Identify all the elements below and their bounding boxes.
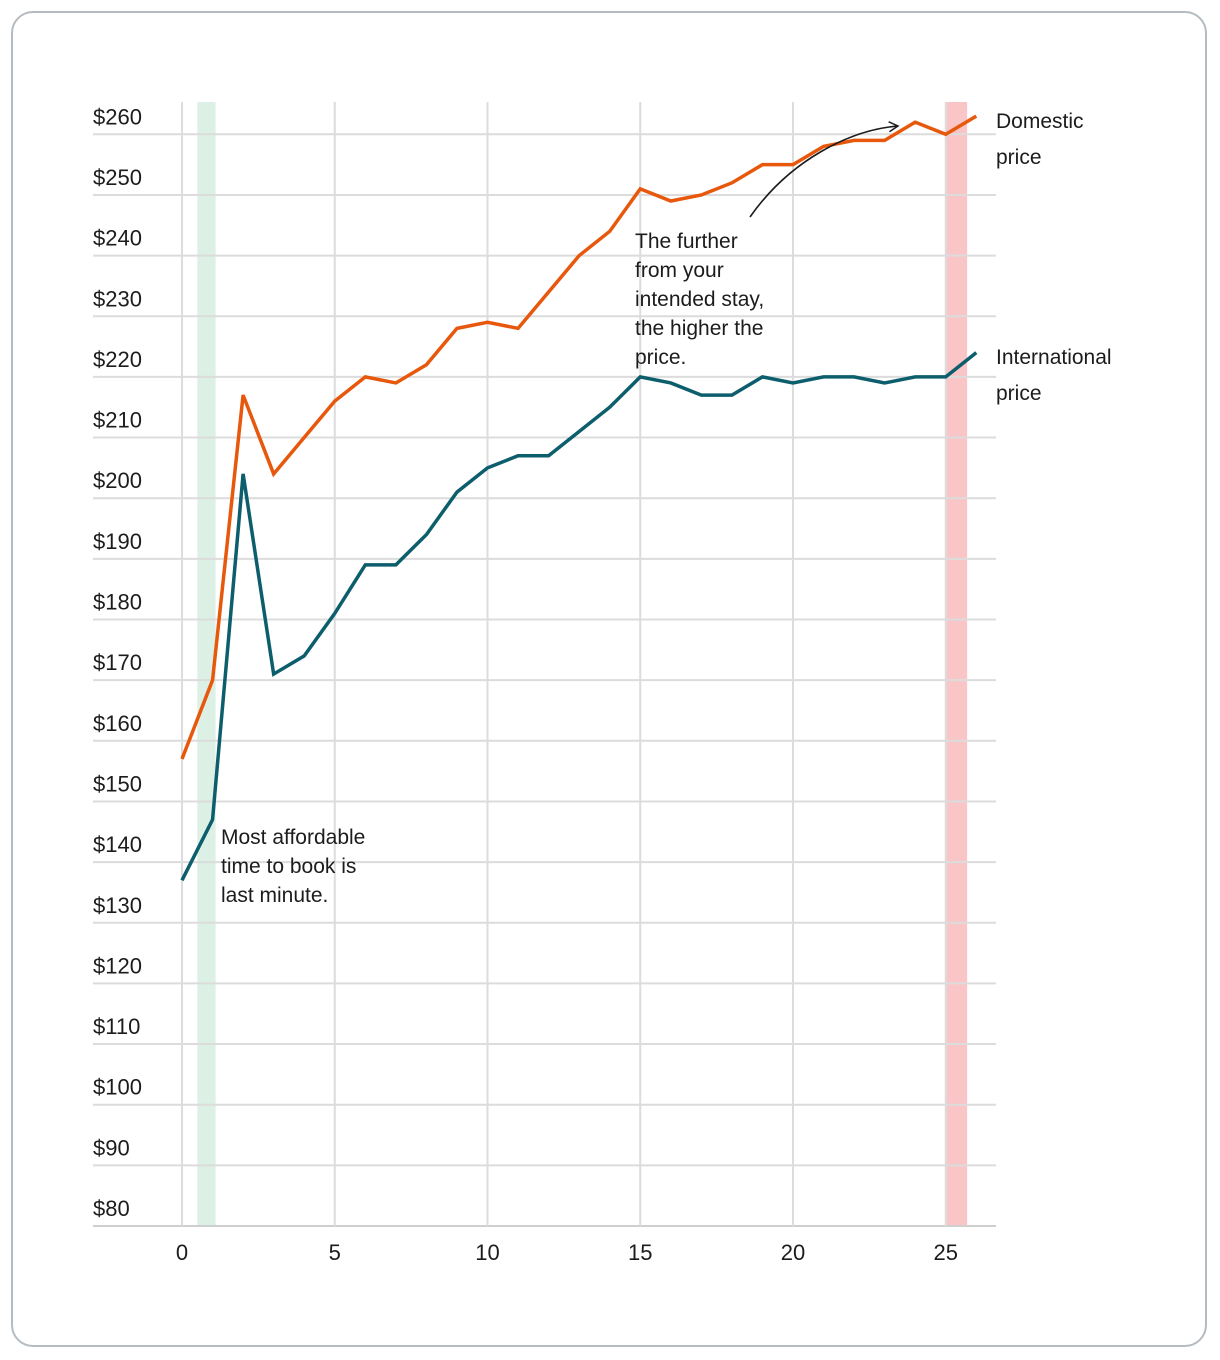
y-tick-label: $200 — [93, 468, 142, 493]
legend-line: price — [996, 146, 1042, 169]
y-tick-label: $100 — [93, 1075, 142, 1100]
legend-label-international: International price — [996, 346, 1112, 405]
annotation-line: from your — [635, 259, 724, 282]
y-tick-label: $210 — [93, 408, 142, 433]
x-tick-label: 0 — [176, 1240, 188, 1265]
y-tick-label: $150 — [93, 771, 142, 796]
annotation-line: price. — [635, 346, 686, 369]
annotation-line: the higher the — [635, 317, 763, 340]
legend-line: International — [996, 346, 1112, 369]
y-tick-label: $240 — [93, 226, 142, 251]
annotation-line: The further — [635, 230, 738, 253]
legend-line: Domestic — [996, 110, 1084, 133]
highlight-band-expensive — [945, 102, 968, 1226]
annotation-further-note: The further from your intended stay, the hi… — [635, 230, 764, 369]
y-tick-label: $190 — [93, 529, 142, 554]
y-tick-label: $90 — [93, 1135, 130, 1160]
legend-line: price — [996, 382, 1042, 405]
y-tick-label: $120 — [93, 953, 142, 978]
x-tick-label: 20 — [781, 1240, 805, 1265]
x-tick-label: 25 — [934, 1240, 958, 1265]
y-tick-label: $230 — [93, 286, 142, 311]
legend-label-domestic: Domestic price — [996, 110, 1084, 169]
y-tick-label: $260 — [93, 104, 142, 129]
annotation-last-minute-note: Most affordable time to book is last minut… — [221, 826, 365, 907]
series-line-international — [180, 351, 978, 882]
y-tick-label: $80 — [93, 1196, 130, 1221]
annotation-arrow — [749, 121, 900, 218]
y-tick-label: $180 — [93, 590, 142, 615]
series-line-domestic — [180, 114, 978, 760]
annotation-line: Most affordable — [221, 826, 365, 849]
x-tick-label: 5 — [329, 1240, 341, 1265]
y-tick-label: $130 — [93, 893, 142, 918]
x-tick-label: 10 — [475, 1240, 499, 1265]
y-tick-label: $160 — [93, 711, 142, 736]
x-tick-label: 15 — [628, 1240, 652, 1265]
y-tick-label: $220 — [93, 347, 142, 372]
annotation-line: time to book is — [221, 855, 356, 878]
annotation-line: last minute. — [221, 884, 328, 907]
annotation-line: intended stay, — [635, 288, 764, 311]
y-tick-label: $170 — [93, 650, 142, 675]
y-tick-label: $140 — [93, 832, 142, 857]
highlight-band-affordable — [197, 102, 216, 1226]
y-tick-label: $110 — [93, 1014, 140, 1039]
y-tick-label: $250 — [93, 165, 142, 190]
